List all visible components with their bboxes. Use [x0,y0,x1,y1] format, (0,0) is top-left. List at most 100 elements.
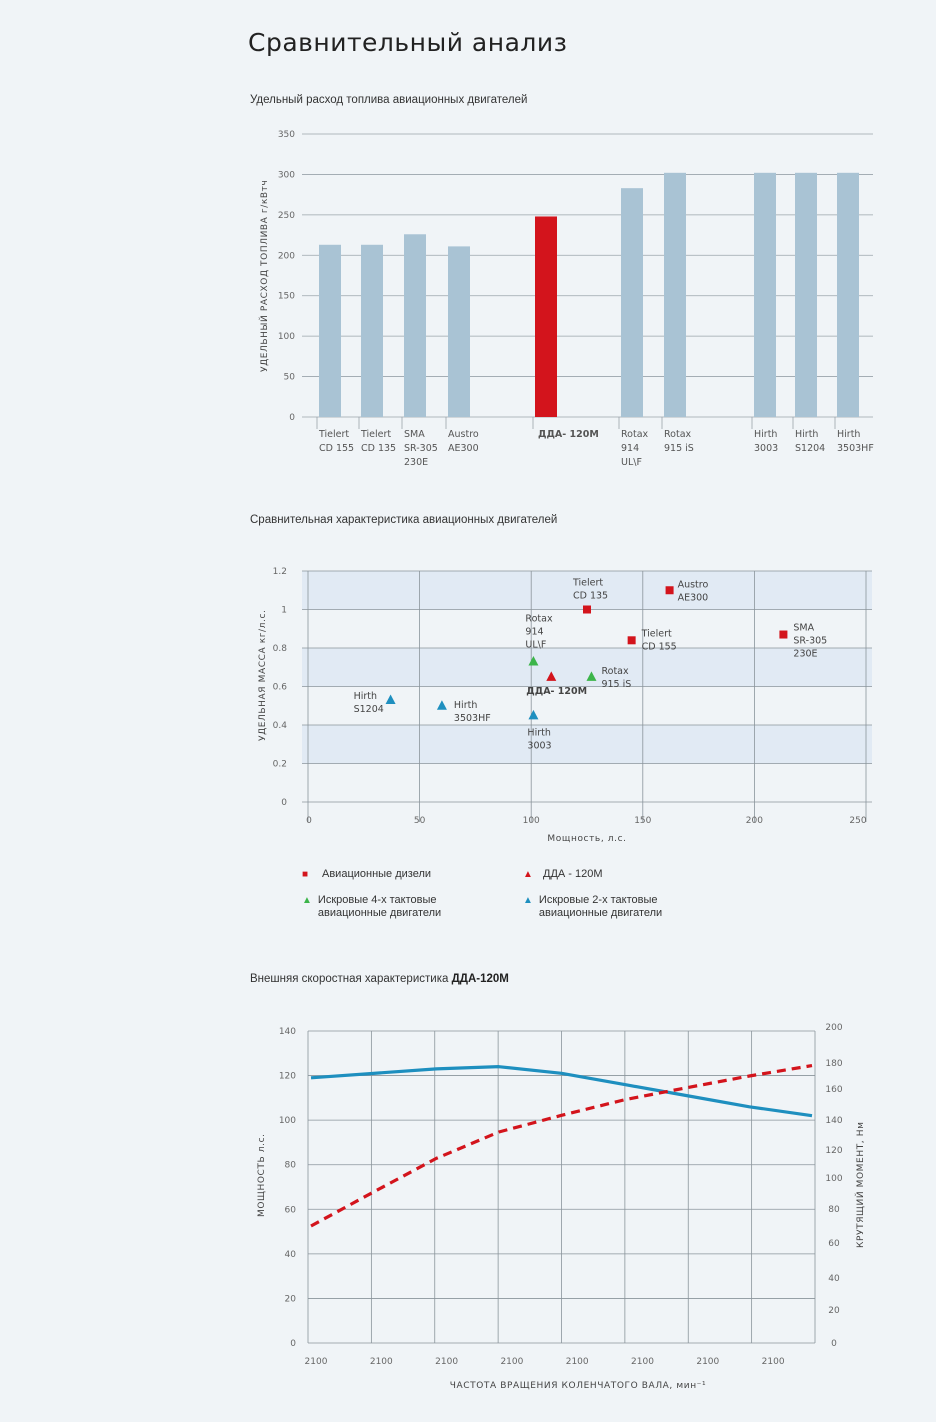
x-tick-label: 2100 [631,1357,654,1367]
y-tick-label: 250 [278,211,295,221]
y-right-tick-label: 40 [828,1274,840,1284]
legend-item-diesel: ■ Авиационные дизели [302,868,502,882]
x-tick-label: 2100 [305,1357,328,1367]
legend-marker-two-stroke: ▲ [523,895,533,906]
category-label: Tielert CD 155 [318,429,354,454]
y-right-tick-label: 60 [828,1239,840,1249]
x-tick-label: 2100 [762,1357,785,1367]
y-tick-label: 0.2 [273,760,287,770]
x-tick-label: 2100 [435,1357,458,1367]
bar [664,172,686,417]
legend-item-four-stroke: ▲ Искровые 4-х тактовые авиационные двиг… [302,894,477,920]
bar [448,246,470,417]
y-left-tick-label: 140 [279,1027,296,1037]
category-label: Hirth 3503HF [837,429,874,454]
y-right-tick-label: 140 [825,1116,842,1126]
bar [535,216,557,417]
band [302,571,872,610]
category-label: Austro AE300 [448,429,479,454]
y-right-tick-label: 160 [825,1085,842,1095]
y-tick-label: 0.8 [273,644,288,654]
y-tick-label: 0.6 [273,683,288,693]
point-label: ДДА- 120М [526,686,587,697]
data-point-triangle [528,709,539,720]
y-tick-label: 100 [278,332,295,342]
bar [754,172,776,417]
y-right-axis-title: КРУТЯЩИЙ МОМЕНТ, Нм [854,1122,866,1248]
bar [837,172,859,417]
legend-marker-diesel: ■ [302,869,309,880]
line-chart-title: Внешняя скоростная характеристика ДДА-12… [250,973,509,985]
point-label: Hirth S1204 [354,691,384,715]
line-chart-title-prefix: Внешняя скоростная характеристика [250,973,452,985]
y-left-tick-label: 100 [279,1116,296,1126]
bar-chart-title: Удельный расход топлива авиационных двиг… [250,94,528,106]
legend-label-diesel: Авиационные дизели [322,868,432,880]
bar [795,172,817,417]
x-tick-label: 0 [306,816,312,826]
category-label: SMA SR-305 230E [404,429,438,468]
band [302,763,872,802]
point-label: Hirth 3003 [527,727,551,751]
y-axis-title: УДЕЛЬНЫЙ РАСХОД ТОПЛИВА г/кВтч [258,180,270,372]
x-tick-label: 2100 [370,1357,393,1367]
y-tick-label: 300 [278,170,295,180]
y-left-tick-label: 40 [285,1250,297,1260]
legend-item-dda: ▲ ДДА - 120М [523,868,723,882]
x-tick-label: 200 [746,816,763,826]
y-left-axis-title: МОЩНОСТЬ л.с. [257,1133,267,1217]
x-tick-label: 2100 [566,1357,589,1367]
legend-item-two-stroke: ▲ Искровые 2-х тактовые авиационные двиг… [523,894,698,920]
category-label: Tielert CD 135 [360,429,396,454]
point-label: Rotax 914 UL\F [525,613,553,650]
y-left-tick-label: 120 [279,1072,296,1082]
x-tick-label: 2100 [696,1357,719,1367]
category-label: Rotax 914 UL\F [621,429,649,468]
point-label: Tielert CD 155 [641,628,677,652]
scatter-chart-title: Сравнительная характеристика авиационных… [250,514,558,526]
bar [319,244,341,417]
category-label: Hirth S1204 [795,429,825,454]
bar [621,188,643,417]
band [302,725,872,764]
data-point-square [627,636,636,645]
category-label: Rotax 915 iS [664,429,694,454]
data-point-triangle [436,700,447,710]
bar [404,234,426,417]
legend-marker-dda: ▲ [523,869,533,880]
legend-label-dda: ДДА - 120М [543,868,603,880]
y-right-tick-label: 20 [828,1306,840,1316]
y-tick-label: 0 [289,413,295,423]
y-right-tick-label: 100 [825,1174,842,1184]
point-label: SMA SR-305 230E [793,623,827,660]
y-tick-label: 350 [278,130,295,140]
x-axis-title: ЧАСТОТА ВРАЩЕНИЯ КОЛЕНЧАТОГО ВАЛА, мин⁻¹ [450,1381,707,1391]
data-point-square [583,605,591,614]
y-right-tick-label: 0 [831,1339,837,1349]
y-tick-label: 1.2 [273,567,287,577]
line-chart-title-engine: ДДА-120М [451,973,509,985]
y-left-tick-label: 20 [285,1294,297,1304]
y-tick-label: 50 [284,373,296,383]
x-tick-label: 50 [414,816,426,826]
point-label: Austro AE300 [678,579,709,603]
scatter-chart: 0 0.2 0.4 0.6 0.8 1 1.2 0 50 100 150 200 250 Мощность… [258,567,872,844]
data-point-square [665,586,674,595]
x-tick-label: 150 [634,816,651,826]
y-tick-label: 0.4 [273,721,288,731]
point-label: Hirth 3503HF [454,700,491,724]
point-label: Rotax 915 iS [601,666,631,690]
y-tick-label: 1 [281,606,287,616]
data-point-triangle [586,671,597,681]
x-tick-label: 2100 [500,1357,523,1367]
data-point-triangle [546,671,557,681]
power-line [310,1065,813,1118]
x-tick-label: 250 [849,816,866,826]
category-label: ДДА- 120М [538,429,599,440]
bar [361,244,383,417]
band [302,686,872,725]
category-label: Hirth 3003 [754,429,778,454]
y-left-tick-label: 0 [290,1339,296,1349]
legend-label-four-stroke: Искровые 4-х тактовые авиационные двигат… [317,894,442,919]
